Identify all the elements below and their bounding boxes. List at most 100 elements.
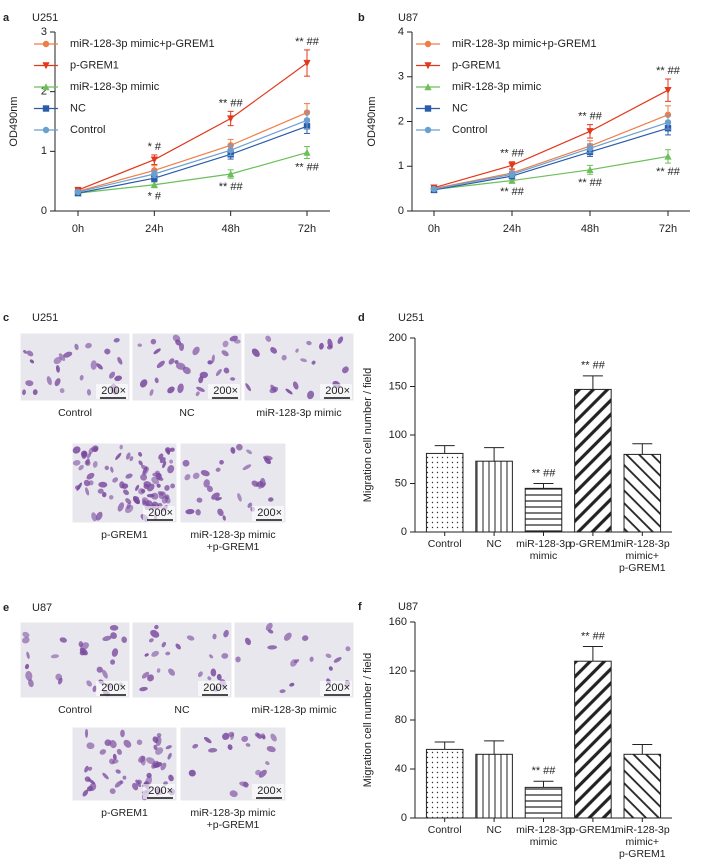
marker (664, 119, 672, 126)
marker (303, 59, 311, 67)
cell (255, 769, 261, 776)
cell (281, 354, 287, 361)
cell (138, 488, 145, 495)
panel-letter: a (3, 12, 10, 24)
image-label: Control (58, 704, 92, 716)
x-tick-label: p-GREM1 (569, 538, 617, 550)
y-tick-label: 4 (398, 26, 404, 38)
cell (141, 464, 147, 470)
cell (267, 645, 278, 650)
cell (203, 479, 210, 488)
legend-label: miR-128-3p mimic (452, 81, 542, 93)
cell (195, 509, 201, 516)
scale-box (143, 506, 175, 521)
cell (234, 339, 241, 344)
cell (268, 497, 274, 502)
x-tick-label: 72h (298, 223, 316, 235)
marker (424, 105, 432, 112)
x-tick-label: NC (486, 824, 502, 836)
cell (151, 650, 159, 657)
cell (146, 757, 156, 765)
cell (251, 348, 260, 357)
legend-label: p-GREM1 (452, 59, 501, 71)
panel-letter: f (358, 601, 362, 613)
cell (87, 766, 93, 771)
series-line (433, 121, 669, 190)
cell (53, 356, 62, 365)
cell (143, 467, 150, 476)
cell (207, 360, 213, 365)
bar (425, 452, 464, 533)
image-label: p-GREM1 (101, 529, 148, 541)
cell (241, 735, 249, 743)
cell (125, 504, 134, 514)
cell (92, 461, 98, 468)
cell (254, 732, 259, 737)
cell (87, 778, 96, 785)
cell (129, 456, 134, 462)
cell (80, 450, 88, 458)
marker (430, 185, 438, 193)
series-line (77, 111, 308, 192)
y-axis-label: Migration cell number / field (362, 653, 374, 788)
marker (227, 170, 235, 178)
cell (86, 786, 93, 792)
cell (237, 493, 242, 502)
image-label: miR-128-3p mimic (251, 704, 337, 716)
marker (664, 86, 672, 94)
marker (42, 62, 50, 70)
bar (524, 786, 563, 819)
cell (111, 648, 119, 657)
scale-label: 200× (325, 682, 350, 694)
cell (156, 360, 165, 369)
cell (148, 638, 154, 643)
cell (169, 459, 174, 464)
scale-box (320, 681, 352, 696)
cell (101, 492, 107, 498)
cell (125, 452, 131, 460)
cell (328, 666, 333, 671)
cell (104, 348, 111, 355)
significance-label: ** ## (581, 630, 606, 642)
marker (42, 126, 50, 134)
cell (96, 666, 103, 673)
cell (333, 657, 342, 663)
cell (46, 376, 52, 386)
y-axis-label: OD490nm (8, 96, 20, 146)
cell (262, 735, 266, 740)
cell (150, 629, 160, 638)
bar (475, 460, 513, 533)
cell (236, 443, 243, 451)
scale-label: 200× (203, 682, 228, 694)
cell (162, 461, 167, 469)
cell (144, 653, 149, 657)
x-tick-label: NC (486, 538, 502, 550)
cell (58, 353, 66, 361)
cell (269, 386, 279, 394)
cell (79, 374, 84, 381)
cell (85, 728, 89, 738)
cell (192, 743, 199, 749)
cell (209, 654, 214, 659)
x-tick-label: 0h (72, 223, 84, 235)
cell (32, 389, 38, 396)
significance-label: ** ## (656, 166, 681, 178)
cell (200, 470, 210, 477)
x-tick-label: miR-128-3p mimic+ p-GREM1 (614, 824, 670, 860)
cell (122, 775, 127, 780)
marker (150, 156, 158, 164)
panel-title: U251 (32, 12, 58, 24)
cell (153, 348, 161, 355)
cell (229, 790, 238, 798)
cell (168, 668, 175, 676)
marker (303, 148, 311, 156)
scale-box (198, 681, 230, 696)
cell (158, 453, 164, 460)
cell (25, 380, 34, 387)
cell (300, 358, 307, 363)
bar (574, 388, 612, 533)
scale-box (320, 384, 352, 399)
cell (82, 789, 89, 797)
y-tick-label: 1 (398, 160, 404, 172)
marker (150, 180, 158, 188)
